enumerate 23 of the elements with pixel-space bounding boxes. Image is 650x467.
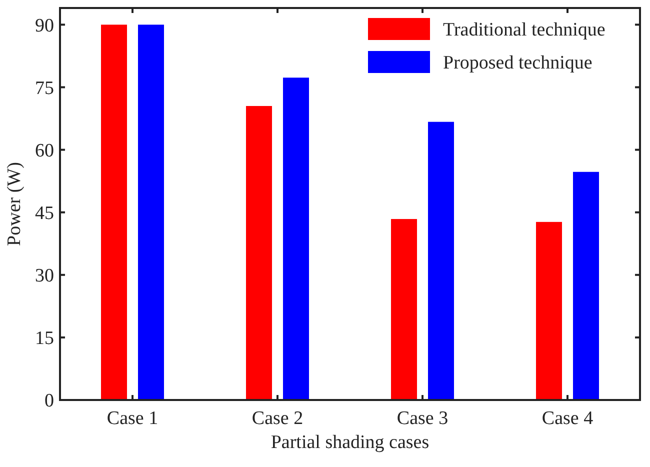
legend-label: Traditional technique	[443, 20, 606, 41]
bar	[283, 78, 309, 400]
y-tick-label: 15	[35, 328, 54, 350]
y-tick-label: 45	[35, 202, 54, 224]
y-axis-title: Power (W)	[4, 162, 25, 246]
bar	[246, 106, 272, 400]
bar	[573, 172, 599, 400]
legend-label: Proposed technique	[443, 52, 592, 74]
x-tick-label: Case 3	[396, 408, 448, 429]
y-tick-label: 60	[35, 140, 54, 162]
y-tick-label: 0	[44, 390, 54, 412]
bar	[101, 24, 127, 400]
bar	[391, 219, 417, 400]
bar	[536, 222, 562, 400]
y-tick-label: 30	[35, 266, 54, 287]
x-tick-label: Case 1	[106, 408, 158, 429]
y-tick-label: 90	[35, 15, 54, 36]
y-tick-label: 75	[35, 78, 54, 99]
x-tick-label: Case 2	[252, 408, 304, 429]
bar	[428, 122, 454, 400]
x-axis-title: Partial shading cases	[270, 432, 430, 453]
bar	[138, 24, 164, 400]
x-tick-label: Case 4	[542, 408, 594, 429]
